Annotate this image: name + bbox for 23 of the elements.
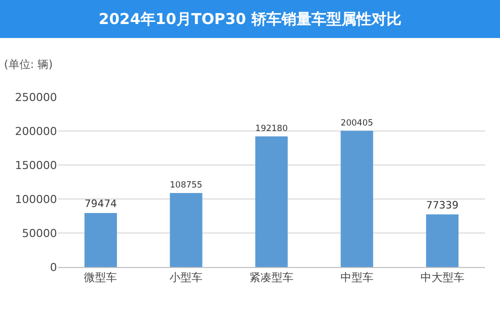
y-axis-title: (单位: 辆)	[4, 58, 53, 71]
x-tick-label: 紧凑型车	[250, 271, 294, 284]
y-tick-label: 50000	[22, 226, 57, 240]
x-tick-label: 小型车	[170, 271, 203, 284]
y-tick-label: 100000	[15, 192, 57, 206]
bar	[255, 136, 288, 267]
bar	[340, 130, 374, 267]
x-tick-label: 中型车	[340, 271, 374, 284]
data-label: 108755	[170, 180, 202, 191]
bar	[426, 214, 459, 267]
bar	[170, 193, 202, 267]
data-label: 77339	[426, 200, 459, 212]
bar	[84, 212, 117, 267]
y-tick-label: 200000	[15, 124, 57, 138]
x-tick-label: 中大型车	[420, 271, 464, 284]
data-label: 79474	[84, 199, 117, 210]
x-tick-label: 微型车	[84, 271, 118, 284]
data-label: 200405	[340, 118, 374, 128]
chart-title: 2024年10月TOP30 轿车销量车型属性对比	[0, 0, 500, 38]
y-tick-label: 150000	[15, 158, 57, 172]
y-tick-label: 0	[50, 260, 57, 274]
y-tick-label: 250000	[15, 90, 57, 104]
data-label: 192180	[255, 124, 288, 134]
